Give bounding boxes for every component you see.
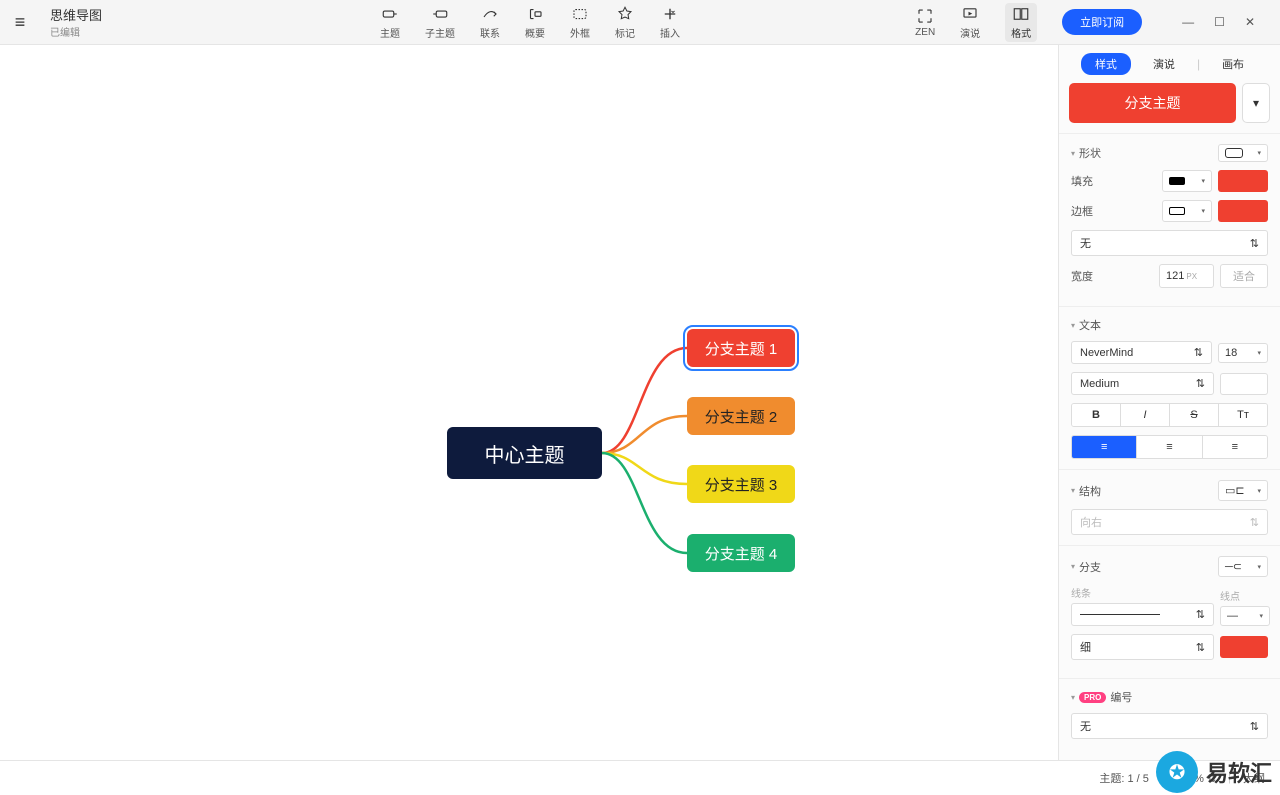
border-style-select[interactable]: ▾ [1162,200,1212,222]
present-icon [961,5,979,23]
toolbar-zen[interactable]: ZEN [915,7,935,38]
toolbar-subtopic[interactable]: 子主题 [425,5,455,40]
hamburger-menu[interactable]: ≡ [0,12,40,33]
format-icon [1012,5,1030,23]
tab-present[interactable]: 演说 [1139,53,1189,75]
line-color-swatch[interactable] [1220,636,1268,658]
branch-topic-1[interactable]: 分支主题 1 [687,329,795,367]
window-maximize[interactable]: ☐ [1214,15,1225,29]
bold-button[interactable]: B [1072,404,1121,426]
line-style-select[interactable]: ⇅ [1071,603,1214,626]
shape-selector[interactable]: ▾ [1218,144,1268,162]
tab-style[interactable]: 样式 [1081,53,1131,75]
pro-badge: PRO [1079,692,1106,703]
tab-canvas[interactable]: 画布 [1208,53,1258,75]
align-left-button[interactable]: ≡ [1072,436,1137,458]
subscribe-button[interactable]: 立即订阅 [1062,9,1142,35]
subtopic-icon [431,5,449,23]
numbering-select[interactable]: 无⇅ [1071,713,1268,739]
document-title: 思维导图 [50,5,102,24]
endpoint-select[interactable]: —▾ [1220,606,1270,626]
thickness-select[interactable]: 细⇅ [1071,634,1214,660]
font-weight-select[interactable]: Medium⇅ [1071,372,1214,395]
section-structure-title[interactable]: 结构 [1071,483,1101,499]
statusbar: 主题: 1 / 5| 100% ⇅| 大纲 [0,760,1280,795]
toolbar-insert[interactable]: 插入 [660,5,680,40]
window-minimize[interactable]: — [1182,15,1194,29]
format-sidebar: 样式 演说 | 画布 分支主题 ▾ 形状 ▾ 填充 ▾ 边框 [1058,45,1280,760]
mindmap-canvas[interactable]: 中心主题 分支主题 1 分支主题 2 分支主题 3 分支主题 4 [0,45,1058,760]
text-color-swatch[interactable] [1220,373,1268,395]
section-branch-title[interactable]: 分支 [1071,559,1101,575]
branch-topic-2[interactable]: 分支主题 2 [687,397,795,435]
width-input[interactable]: 121PX [1159,264,1214,288]
align-right-button[interactable]: ≡ [1203,436,1267,458]
relation-icon [481,5,499,23]
border-color-swatch[interactable] [1218,200,1268,222]
watermark-text: 易软汇 [1206,756,1272,788]
main-toolbar: 主题 子主题 联系 概要 外框 标记 插入 [380,5,680,40]
titlebar: ≡ 思维导图 已编辑 主题 子主题 联系 概要 外框 标记 [0,0,1280,45]
structure-selector[interactable]: ▭⊏▾ [1218,480,1268,501]
case-button[interactable]: Tᴛ [1219,404,1267,426]
topic-count: 主题: 1 / 5 [1099,770,1149,786]
zen-icon [916,7,934,25]
endpoint-label: 线点 [1220,588,1268,603]
branch-topic-3[interactable]: 分支主题 3 [687,465,795,503]
fill-style-select[interactable]: ▾ [1162,170,1212,192]
width-label: 宽度 [1071,268,1093,284]
summary-icon [526,5,544,23]
border-line-select[interactable]: 无⇅ [1071,230,1268,256]
toolbar-boundary[interactable]: 外框 [570,5,590,40]
fill-label: 填充 [1071,173,1093,189]
branch-topic-4[interactable]: 分支主题 4 [687,534,795,572]
central-topic[interactable]: 中心主题 [447,427,602,479]
section-shape-title[interactable]: 形状 [1071,145,1101,161]
document-status: 已编辑 [50,24,102,39]
marker-icon [616,5,634,23]
toolbar-format[interactable]: 格式 [1005,3,1037,42]
line-label: 线条 [1071,585,1214,600]
watermark: ✪ 易软汇 [1156,751,1272,793]
window-close[interactable]: ✕ [1245,15,1255,29]
toolbar-summary[interactable]: 概要 [525,5,545,40]
strike-button[interactable]: S [1170,404,1219,426]
watermark-icon: ✪ [1156,751,1198,793]
align-center-button[interactable]: ≡ [1137,436,1202,458]
branch-style-selector[interactable]: ─⊂▾ [1218,556,1268,577]
toolbar-marker[interactable]: 标记 [615,5,635,40]
section-text-title[interactable]: 文本 [1071,317,1101,333]
italic-button[interactable]: I [1121,404,1170,426]
topic-icon [381,5,399,23]
connectors-svg [0,45,1058,760]
boundary-icon [571,5,589,23]
topic-type-dropdown[interactable]: ▾ [1242,83,1270,123]
toolbar-relation[interactable]: 联系 [480,5,500,40]
direction-select[interactable]: 向右⇅ [1071,509,1268,535]
toolbar-topic[interactable]: 主题 [380,5,400,40]
fit-button[interactable]: 适合 [1220,264,1268,288]
border-label: 边框 [1071,203,1093,219]
insert-icon [661,5,679,23]
topic-type-button[interactable]: 分支主题 [1069,83,1236,123]
fill-color-swatch[interactable] [1218,170,1268,192]
font-size-select[interactable]: 18▾ [1218,343,1268,363]
font-family-select[interactable]: NeverMind⇅ [1071,341,1212,364]
toolbar-present[interactable]: 演说 [960,5,980,40]
section-numbering-title[interactable]: PRO编号 [1071,689,1132,705]
